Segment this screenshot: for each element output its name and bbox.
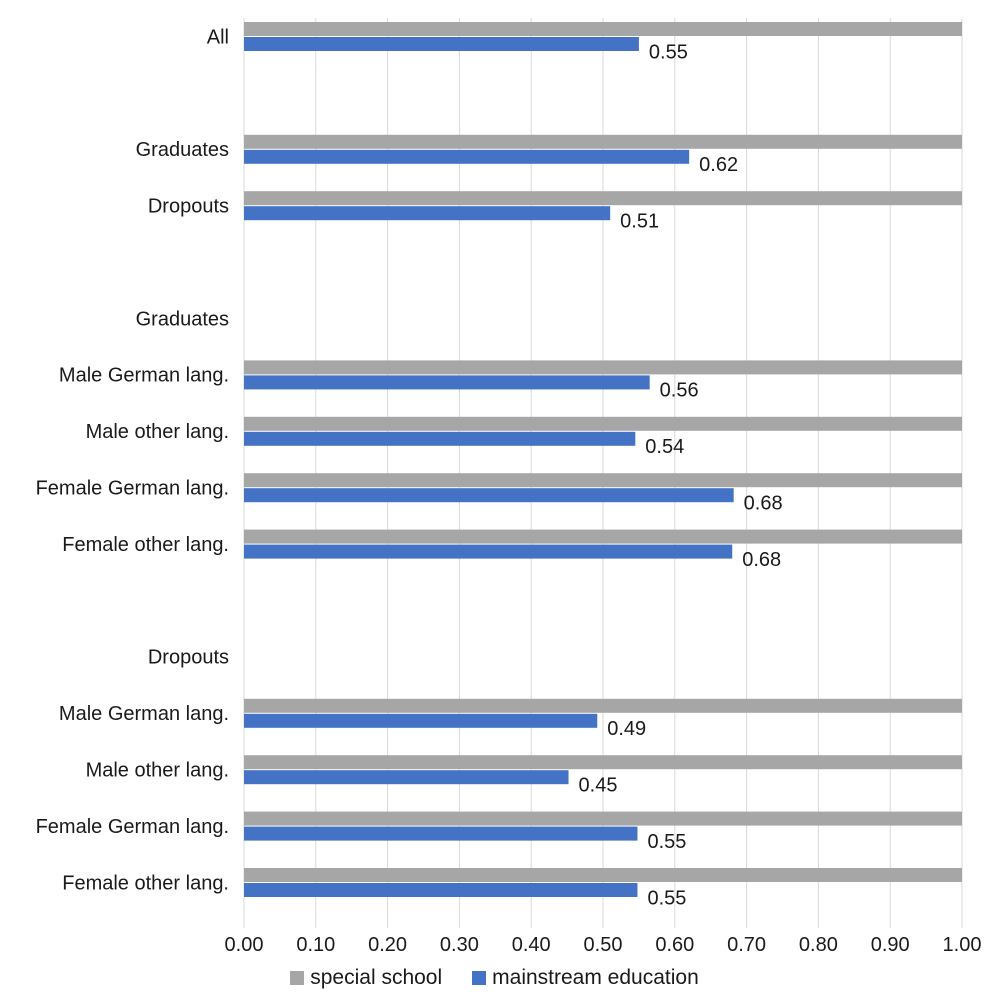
x-tick-label: 0.80 [799,934,838,956]
bar-special-school [244,360,962,375]
category-label: Dropouts [148,647,229,669]
bar-special-school [244,134,962,149]
data-label: 0.55 [649,41,688,63]
data-label: 0.56 [660,380,699,402]
bar-special-school [244,529,962,544]
bar-special-school [244,22,962,36]
category-label: Graduates [136,139,229,161]
x-tick-label: 0.10 [296,934,335,956]
x-tick-label: 0.60 [655,934,694,956]
bar-mainstream-education [244,826,638,841]
x-tick-label: 1.00 [943,934,982,956]
legend-item-special-school: special school [290,966,442,990]
data-label: 0.62 [699,154,738,176]
bar-mainstream-education [244,375,650,390]
data-label: 0.55 [647,887,686,909]
bar-special-school [244,698,962,713]
bar-special-school [244,868,962,882]
bar-mainstream-education [244,883,638,897]
category-label: All [207,26,229,48]
bar-special-school [244,191,962,206]
category-label: Female German lang. [36,477,229,499]
data-label: 0.68 [742,549,781,571]
bar-mainstream-education [244,149,690,164]
category-label: Male German lang. [59,365,229,387]
legend-swatch-special-school [290,971,305,985]
category-label: Female German lang. [36,816,229,838]
category-label: Graduates [136,308,229,330]
legend-item-mainstream-education: mainstream education [472,966,699,990]
x-tick-label: 0.50 [584,934,623,956]
bar-special-school [244,755,962,770]
bar-special-school [244,473,962,488]
bar-mainstream-education [244,206,611,221]
x-axis-ticks: 0.00 0.10 0.20 0.30 0.40 0.50 0.60 0.70 0.80 0.90… [225,934,982,956]
data-label: 0.49 [607,718,646,740]
x-tick-label: 0.20 [368,934,407,956]
data-labels: 0.55 0.62 0.51 0.56 0.54 0.68 0.68 0.49 0.45 0.55… [579,41,783,909]
bar-mainstream-education [244,488,734,503]
category-label: Dropouts [148,195,229,217]
legend-label-mainstream-education: mainstream education [492,966,699,989]
bar-mainstream-education [244,37,639,51]
x-tick-label: 0.30 [440,934,479,956]
bar-mainstream-education [244,770,569,785]
bar-chart: All Graduates Dropouts Graduates Male German… [36,18,982,956]
category-label: Male German lang. [59,703,229,725]
x-tick-label: 0.00 [225,934,264,956]
grid-lines [243,18,963,928]
bar-mainstream-education [244,544,733,559]
category-label: Male other lang. [86,421,229,443]
data-label: 0.54 [645,436,684,458]
data-label: 0.51 [620,210,659,232]
x-tick-label: 0.90 [871,934,910,956]
category-label: Male other lang. [86,759,229,781]
legend: special school mainstream education [0,966,989,990]
bar-mainstream-education [244,713,598,728]
legend-swatch-mainstream-education [472,971,487,985]
category-labels: All Graduates Dropouts Graduates Male German… [36,26,229,894]
bar-special-school [244,811,962,826]
x-tick-label: 0.70 [727,934,766,956]
bar-special-school [244,416,962,431]
x-tick-label: 0.40 [512,934,551,956]
data-label: 0.45 [579,774,618,796]
category-label: Female other lang. [62,872,229,894]
bar-mainstream-education [244,431,636,446]
category-label: Female other lang. [62,534,229,556]
data-label: 0.55 [647,831,686,853]
data-label: 0.68 [744,492,783,514]
bars [244,22,962,897]
legend-label-special-school: special school [310,966,443,989]
